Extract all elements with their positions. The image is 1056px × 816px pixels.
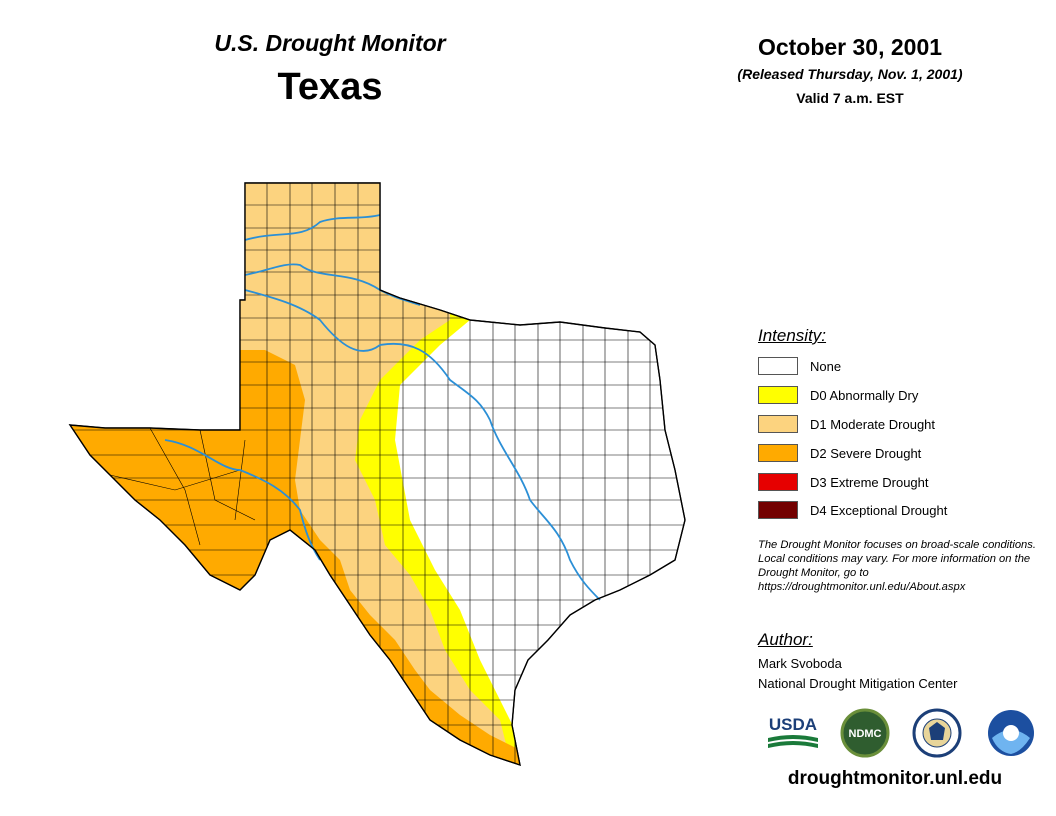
map-title: Texas [277,66,383,108]
author-name: Mark Svoboda [758,656,842,671]
map-subtitle: U.S. Drought Monitor [214,30,446,56]
noaa-logo [988,710,1034,756]
legend-label: D0 Abnormally Dry [810,387,919,403]
texas-drought-map [68,182,686,767]
usda-logo: USDA [768,715,818,748]
legend-label: None [810,358,842,374]
legend-swatch [758,386,798,404]
legend-label: D2 Severe Drought [810,445,922,461]
state-border [68,182,686,767]
author-organization: National Drought Mitigation Center [758,676,958,691]
legend-label: D4 Exceptional Drought [810,502,948,518]
disclaimer-note: The Drought Monitor focuses on broad-sca… [758,539,1036,593]
legend-item: D3 Extreme Drought [758,472,929,492]
legend-item: D4 Exceptional Drought [758,500,947,520]
legend-label: D1 Moderate Drought [810,416,936,432]
map-date: October 30, 2001 [757,34,943,60]
legend-heading: Intensity: [758,326,827,345]
legend-swatch [758,415,798,433]
legend-item: D1 Moderate Drought [758,414,935,434]
footer-url[interactable]: droughtmonitor.unl.edu [787,768,1003,789]
map-valid-time: Valid 7 a.m. EST [796,90,904,106]
map-released-date: (Released Thursday, Nov. 1, 2001) [737,66,963,82]
legend-swatch [758,444,798,462]
commerce-seal-logo [912,708,962,758]
legend-label: D3 Extreme Drought [810,474,929,490]
legend-swatch [758,357,798,375]
legend-swatch [758,473,798,491]
legend-swatch [758,501,798,519]
author-heading: Author: [758,630,813,649]
legend-item: None [758,356,841,376]
svg-text:USDA: USDA [769,715,817,734]
ndmc-logo: NDMC [840,708,890,758]
svg-text:NDMC: NDMC [849,728,882,740]
legend-item: D0 Abnormally Dry [758,385,918,405]
county-lines [70,183,685,765]
legend-item: D2 Severe Drought [758,443,921,463]
